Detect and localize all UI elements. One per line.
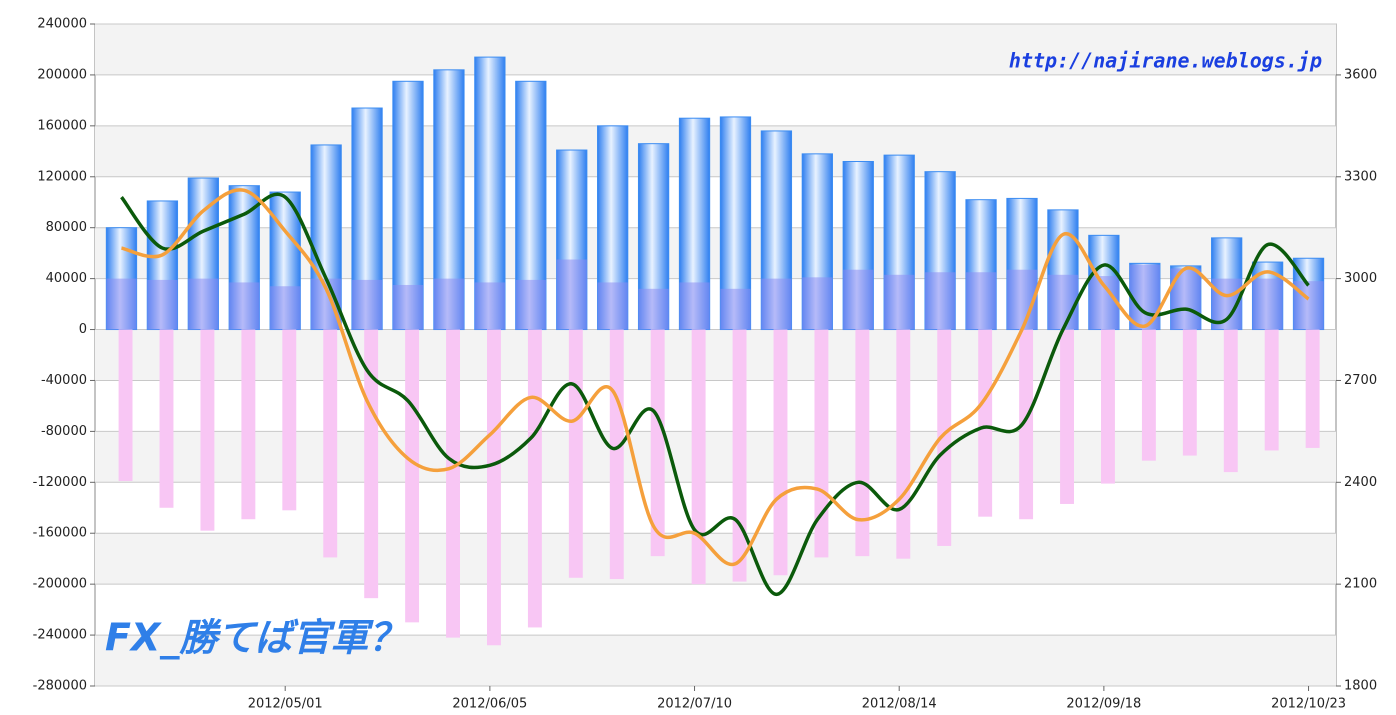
bar — [1182, 329, 1197, 456]
x-tick-label: 2012/10/23 — [1271, 697, 1346, 712]
bar — [159, 329, 174, 508]
bar — [282, 329, 297, 511]
bar — [691, 329, 706, 585]
y-tick-label: 80000 — [46, 220, 87, 235]
x-tick-label: 2012/06/05 — [452, 697, 527, 712]
bar — [597, 282, 628, 330]
bar — [802, 277, 833, 330]
bar — [1019, 329, 1034, 520]
y2-tick-label: 3000 — [1344, 271, 1377, 286]
bar — [896, 329, 911, 559]
bar — [732, 329, 747, 582]
bar — [843, 269, 874, 330]
y-tick-label: -80000 — [41, 424, 87, 439]
bar — [884, 274, 915, 330]
bar — [118, 329, 133, 482]
grid-band — [95, 24, 1336, 75]
y-tick-label: -40000 — [41, 373, 87, 388]
bar — [568, 329, 583, 578]
grid-band — [95, 431, 1336, 483]
bar — [720, 288, 751, 330]
bar — [1264, 329, 1279, 451]
bar — [1252, 278, 1283, 330]
y-tick-label: 160000 — [37, 118, 87, 133]
bar — [515, 279, 546, 330]
watermark: http://najirane.weblogs.jp — [1009, 49, 1322, 73]
y2-tick-label: 3600 — [1344, 67, 1377, 82]
bar — [323, 329, 338, 558]
bar — [405, 329, 420, 623]
y2-tick-label: 2700 — [1344, 373, 1377, 388]
bar — [638, 288, 669, 330]
bar — [106, 278, 137, 330]
y2-tick-label: 2400 — [1344, 475, 1377, 490]
bar — [761, 278, 792, 330]
bar — [650, 329, 665, 557]
y-tick-label: -160000 — [33, 526, 87, 541]
line — [121, 188, 1310, 567]
bar — [1047, 274, 1079, 330]
y2-tick-label: 1800 — [1344, 679, 1377, 694]
bar — [1223, 329, 1238, 473]
bar — [392, 284, 424, 330]
bar — [1101, 329, 1115, 484]
bar — [433, 278, 465, 330]
y-tick-label: -240000 — [33, 628, 87, 643]
x-tick-label: 2012/08/14 — [862, 697, 937, 712]
grid-band — [95, 125, 1336, 177]
bar — [270, 286, 301, 330]
x-tick-label: 2012/05/01 — [248, 697, 323, 712]
bar — [446, 329, 460, 638]
bar — [965, 272, 997, 330]
bar — [487, 329, 501, 646]
bar — [188, 278, 219, 330]
y-tick-label: 200000 — [37, 67, 87, 82]
y-tick-label: 240000 — [37, 17, 87, 32]
bar — [556, 259, 587, 330]
bar — [527, 329, 542, 628]
x-tick-label: 2012/07/10 — [657, 697, 732, 712]
bar — [609, 329, 624, 580]
bar — [679, 282, 710, 330]
y-tick-label: -120000 — [33, 475, 87, 490]
bar — [147, 279, 178, 330]
bar — [1305, 329, 1320, 448]
y2-tick-label: 2100 — [1344, 577, 1377, 592]
y-tick-label: -280000 — [33, 679, 87, 694]
bar — [241, 329, 256, 520]
annotation: FX_勝てば官軍？ — [105, 616, 407, 660]
bar — [937, 329, 952, 546]
grid-band — [95, 329, 1336, 381]
grid-band — [95, 635, 1336, 686]
x-tick-label: 2012/09/18 — [1066, 697, 1141, 712]
y-tick-label: 0 — [79, 322, 87, 337]
line — [120, 192, 1310, 597]
bar — [200, 329, 215, 531]
bar — [364, 329, 379, 599]
bar — [978, 329, 993, 517]
bar — [1129, 264, 1160, 330]
y-tick-label: 40000 — [46, 271, 87, 286]
bar — [924, 272, 956, 330]
bar — [773, 329, 788, 576]
bar — [814, 329, 829, 558]
bar — [474, 282, 506, 330]
y-tick-label: 120000 — [37, 169, 87, 184]
bar — [1141, 329, 1156, 461]
bar — [855, 329, 870, 557]
bar — [1060, 329, 1074, 504]
y-tick-label: -200000 — [33, 577, 87, 592]
bar — [351, 279, 383, 330]
bar — [229, 282, 260, 330]
grid-band — [95, 533, 1336, 585]
y2-tick-label: 3300 — [1344, 169, 1377, 184]
